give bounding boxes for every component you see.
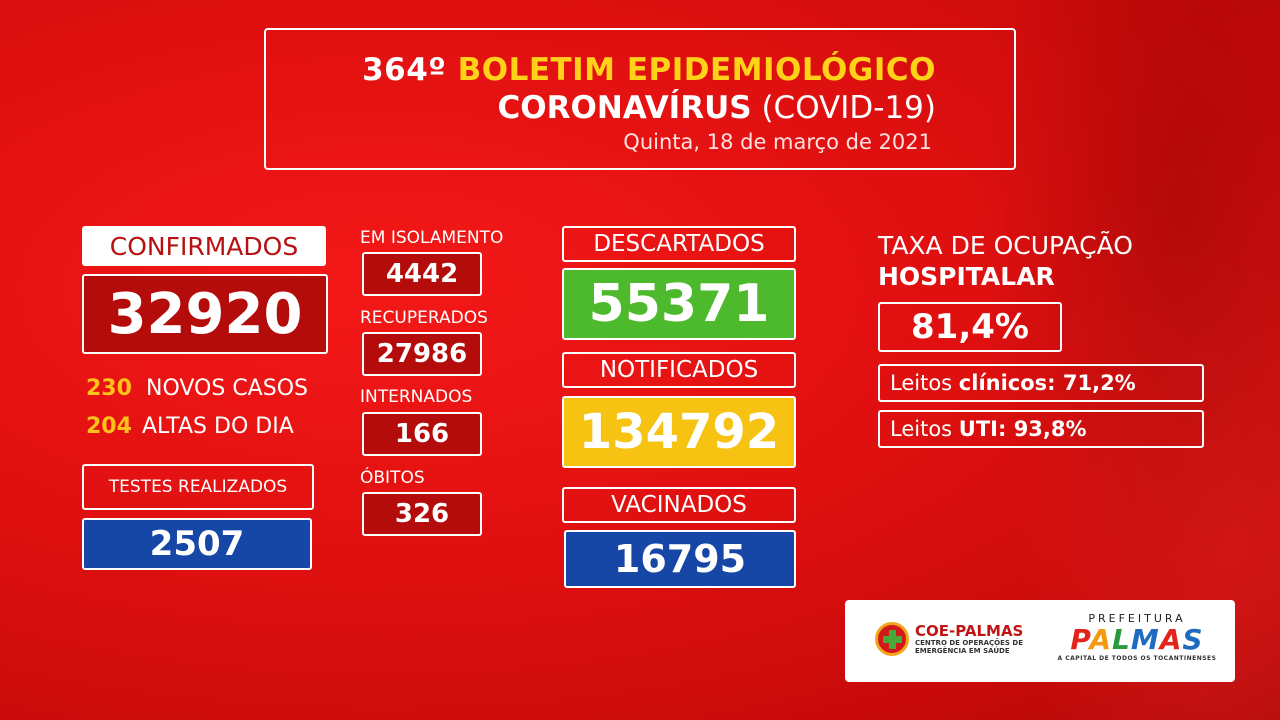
taxa-ocupacao-title: TAXA DE OCUPAÇÃO HOSPITALAR bbox=[878, 230, 1133, 292]
obitos-label: ÓBITOS bbox=[360, 468, 425, 488]
vacinados-value: 16795 bbox=[564, 530, 796, 588]
pref-sub: A CAPITAL DE TODOS OS TOCANTINENSES bbox=[1057, 655, 1217, 662]
leitos-uti-value: UTI: 93,8% bbox=[958, 417, 1087, 441]
health-cross-icon bbox=[875, 622, 909, 656]
bulletin-title: 364º BOLETIM EPIDEMIOLÓGICO bbox=[362, 52, 936, 88]
obitos-value: 326 bbox=[362, 492, 482, 536]
descartados-value: 55371 bbox=[562, 268, 796, 340]
novos-casos-num: 230 bbox=[86, 376, 132, 401]
pref-letter: M bbox=[1130, 623, 1160, 656]
testes-label: TESTES REALIZADOS bbox=[82, 464, 314, 510]
bulletin-date: Quinta, 18 de março de 2021 bbox=[623, 130, 932, 154]
leitos-clinicos: Leitos clínicos: 71,2% bbox=[878, 364, 1204, 402]
internados-label: INTERNADOS bbox=[360, 387, 473, 407]
isolamento-label: EM ISOLAMENTO bbox=[360, 228, 504, 248]
taxa-line2: HOSPITALAR bbox=[878, 262, 1055, 291]
subtitle-rest: (COVID-19) bbox=[751, 90, 936, 126]
coe-name: COE-PALMAS bbox=[915, 621, 1024, 640]
confirmados-label: CONFIRMADOS bbox=[82, 226, 326, 266]
recuperados-label: RECUPERADOS bbox=[360, 308, 488, 328]
leitos-uti: Leitos UTI: 93,8% bbox=[878, 410, 1204, 448]
recuperados-value: 27986 bbox=[362, 332, 482, 376]
descartados-label: DESCARTADOS bbox=[562, 226, 796, 262]
vacinados-label: VACINADOS bbox=[562, 487, 796, 523]
leitos-clinicos-prefix: Leitos bbox=[890, 371, 959, 395]
prefeitura-palmas-logo: PREFEITURA PALMAS A CAPITAL DE TODOS OS … bbox=[1057, 612, 1217, 662]
notificados-label: NOTIFICADOS bbox=[562, 352, 796, 388]
coe-palmas-logo: COE-PALMAS CENTRO DE OPERAÇÕES DE EMERGÊ… bbox=[875, 622, 1023, 656]
pref-letter: L bbox=[1112, 623, 1131, 656]
novos-casos-label: NOVOS CASOS bbox=[146, 376, 308, 401]
bulletin-title-text: BOLETIM EPIDEMIOLÓGICO bbox=[457, 52, 936, 88]
novos-casos-line: 230 NOVOS CASOS bbox=[86, 376, 308, 401]
altas-label: ALTAS DO DIA bbox=[142, 414, 294, 439]
pref-top: PREFEITURA bbox=[1088, 612, 1186, 625]
pref-letter: A bbox=[1089, 623, 1113, 656]
isolamento-value: 4442 bbox=[362, 252, 482, 296]
altas-line: 204 ALTAS DO DIA bbox=[86, 414, 294, 439]
confirmados-value: 32920 bbox=[82, 274, 328, 354]
pref-name: PALMAS bbox=[1057, 625, 1217, 655]
leitos-uti-prefix: Leitos bbox=[890, 417, 959, 441]
coe-sub1: CENTRO DE OPERAÇÕES DE bbox=[915, 638, 1023, 647]
bulletin-number: 364º bbox=[362, 52, 447, 88]
altas-num: 204 bbox=[86, 414, 132, 439]
coe-sub2: EMERGÊNCIA EM SAÚDE bbox=[915, 646, 1010, 655]
pref-letter: P bbox=[1070, 623, 1090, 656]
bulletin-header: 364º BOLETIM EPIDEMIOLÓGICO CORONAVÍRUS … bbox=[264, 28, 1016, 170]
taxa-line1: TAXA DE OCUPAÇÃO bbox=[878, 231, 1133, 260]
taxa-value: 81,4% bbox=[878, 302, 1062, 352]
pref-letter: S bbox=[1182, 623, 1204, 656]
logos-card: COE-PALMAS CENTRO DE OPERAÇÕES DE EMERGÊ… bbox=[845, 600, 1235, 682]
testes-value: 2507 bbox=[82, 518, 312, 570]
internados-value: 166 bbox=[362, 412, 482, 456]
pref-letter: A bbox=[1159, 623, 1183, 656]
subtitle-bold: CORONAVÍRUS bbox=[497, 90, 752, 126]
leitos-clinicos-value: clínicos: 71,2% bbox=[958, 371, 1136, 395]
bulletin-subtitle: CORONAVÍRUS (COVID-19) bbox=[498, 90, 936, 126]
notificados-value: 134792 bbox=[562, 396, 796, 468]
